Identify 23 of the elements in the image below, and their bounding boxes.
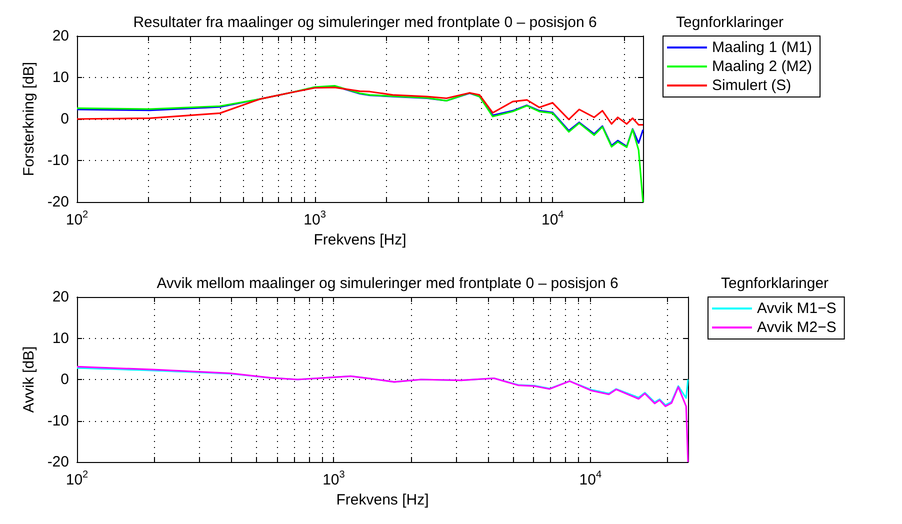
- y-tick-label: 20: [52, 288, 69, 306]
- y-tick-label: 10: [52, 69, 69, 86]
- legend-label: Simulert (S): [712, 77, 792, 94]
- legend-label: Maaling 2 (M2): [712, 58, 812, 75]
- y-axis-title: Forsterkning [dB]: [20, 62, 38, 176]
- chart-title: Resultater fra maalinger og simuleringer med frontplate 0 – posisjon 6: [133, 14, 597, 31]
- legend-label: Avvik M2−S: [757, 319, 836, 336]
- legend-title: Tegnforklaringer: [676, 14, 784, 31]
- y-tick-label: 0: [60, 110, 69, 128]
- y-tick-label: 20: [52, 28, 69, 44]
- legend-title: Tegnforklaringer: [721, 275, 829, 292]
- legend-label: Maaling 1 (M1): [712, 39, 812, 56]
- x-axis-title: Frekvens [Hz]: [314, 231, 406, 248]
- y-tick-label: -10: [47, 152, 69, 169]
- y-tick-label: -20: [47, 454, 69, 470]
- y-tick-label: 0: [60, 371, 69, 388]
- y-tick-label: -20: [47, 194, 69, 210]
- y-tick-label: -10: [47, 412, 69, 430]
- x-axis-title: Frekvens [Hz]: [336, 491, 429, 508]
- y-tick-label: 10: [52, 330, 69, 347]
- legend-label: Avvik M1−S: [757, 300, 836, 317]
- y-axis-title: Avvik [dB]: [20, 346, 38, 413]
- chart-title: Avvik mellom maalinger og simuleringer med frontplate 0 – posisjon 6: [156, 275, 618, 292]
